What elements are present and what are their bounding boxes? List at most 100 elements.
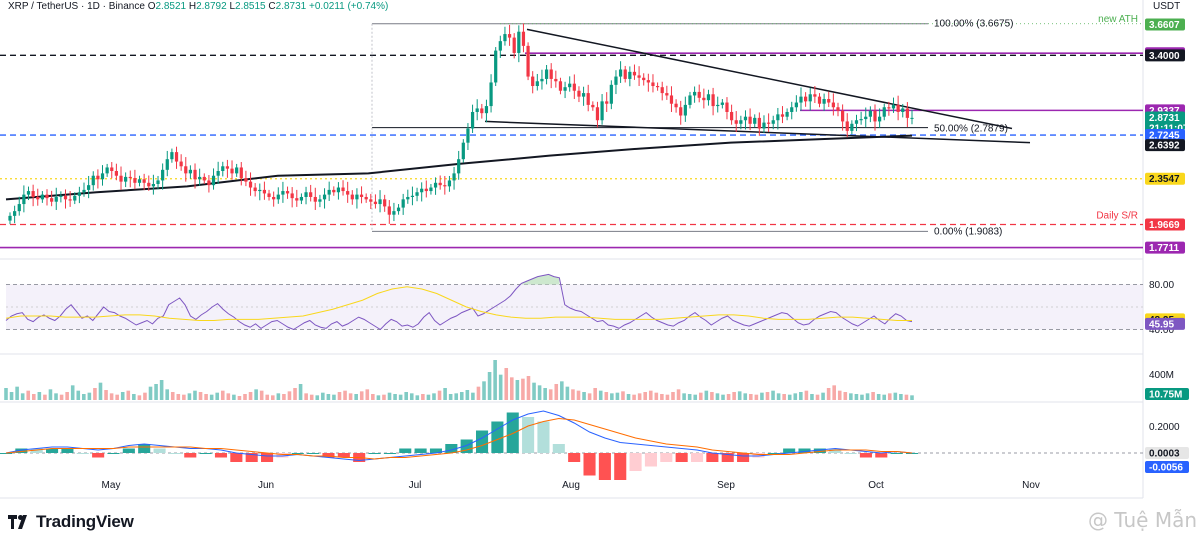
volume-bar-92 (515, 380, 520, 400)
volume-bar-20 (115, 394, 119, 400)
volume-bar-103 (576, 390, 581, 400)
candle-body-72 (341, 187, 345, 192)
volume-bar-85 (476, 386, 481, 400)
price-label-bg-8 (1145, 218, 1185, 231)
volume-bar-23 (132, 394, 136, 400)
macd-hist-15 (230, 453, 243, 462)
candle-body-158 (739, 120, 743, 124)
candle-body-19 (96, 175, 100, 180)
volume-bar-24 (137, 395, 142, 400)
candle-body-10 (54, 196, 58, 202)
candle-body-183 (854, 120, 859, 124)
volume-bar-42 (237, 396, 242, 400)
candle-body-60 (285, 191, 290, 194)
candle-body-129 (605, 101, 609, 104)
candle-body-193 (901, 108, 905, 112)
x-tick-label: Jul (409, 480, 422, 491)
macd-hist-52 (798, 448, 811, 453)
volume-bar-34 (193, 390, 197, 400)
candle-body-92 (433, 182, 438, 188)
candle-body-126 (591, 104, 595, 108)
rsi-band (6, 284, 1143, 330)
candle-body-88 (415, 192, 419, 196)
candle-body-8 (45, 194, 49, 199)
volume-value-bg (1145, 388, 1189, 400)
volume-bar-11 (65, 392, 69, 400)
macd-hist-54 (829, 448, 842, 453)
candle-body-59 (281, 191, 285, 195)
volume-bar-73 (409, 393, 414, 400)
macd-hist-21 (322, 453, 335, 458)
candle-body-75 (355, 194, 359, 200)
candle-body-174 (813, 94, 817, 97)
candle-body-96 (452, 173, 456, 181)
volume-bar-50 (282, 394, 286, 400)
candle-body-194 (905, 108, 909, 118)
volume-bar-38 (215, 392, 220, 400)
candle-body-156 (729, 111, 734, 121)
volume-bar-109 (610, 393, 614, 400)
candle-body-181 (845, 121, 849, 131)
volume-bar-159 (887, 393, 892, 400)
macd-hist-45 (690, 453, 704, 462)
candle-body-164 (766, 122, 771, 124)
candle-body-102 (480, 108, 484, 114)
change-value: +0.0211 (+0.74%) (309, 1, 389, 12)
candle-body-141 (660, 87, 664, 94)
candle-body-70 (332, 189, 336, 193)
trendline-upper (526, 28, 1013, 130)
volume-value-label: 10.75M (1149, 390, 1182, 401)
price-label-countdown: 21:11:07 (1149, 124, 1189, 135)
chart-grid (0, 0, 1144, 499)
volume-bar-91 (510, 377, 514, 400)
candle-body-130 (609, 84, 613, 104)
candle-body-95 (447, 180, 452, 187)
price-label-bg-4 (1145, 111, 1185, 134)
volume-bar-60 (337, 392, 342, 400)
tradingview-logo[interactable]: TradingView (8, 512, 134, 532)
volume-bar-35 (198, 392, 203, 400)
candle-body-3 (22, 194, 26, 205)
volume-bar-77 (432, 393, 436, 400)
rsi-value-label: 45.95 (1149, 319, 1174, 330)
macd-hist-10 (153, 448, 166, 453)
candle-body-65 (309, 192, 313, 197)
volume-bar-61 (343, 390, 347, 400)
candle-body-111 (521, 31, 526, 46)
candle-body-23 (114, 171, 119, 176)
candle-body-171 (799, 96, 803, 103)
volume-bar-110 (615, 392, 620, 400)
candle-body-89 (420, 188, 424, 193)
candle-body-137 (642, 77, 646, 81)
macd-hist-20 (307, 453, 320, 454)
volume-bar-155 (865, 393, 870, 400)
macd-hist-49 (752, 453, 765, 458)
candle-body-104 (489, 82, 493, 107)
volume-bar-154 (860, 394, 864, 400)
volume-bar-63 (354, 394, 358, 400)
candle-body-41 (198, 176, 202, 180)
volume-bar-75 (421, 394, 425, 400)
candle-body-91 (429, 187, 433, 192)
candle-body-188 (878, 116, 882, 122)
open-label: O (147, 1, 156, 12)
symbol-label[interactable]: XRP / TetherUS · 1D · Binance (8, 1, 145, 12)
macd-panel (0, 410, 1143, 480)
volume-bar-93 (521, 378, 525, 400)
annotation-label: new ATH (1098, 14, 1138, 25)
volume-bar-100 (560, 381, 564, 400)
candle-body-168 (785, 111, 789, 117)
candle-body-20 (100, 173, 105, 180)
macd-hist-47 (721, 453, 734, 462)
candle-body-144 (674, 103, 678, 108)
macd-hist-24 (368, 453, 381, 454)
volume-scale-label: 400M (1149, 370, 1174, 381)
volume-bar-71 (398, 394, 403, 400)
candle-body-1 (13, 211, 17, 216)
x-tick-label: Sep (717, 480, 735, 491)
candle-body-80 (378, 199, 382, 205)
volume-bar-67 (376, 395, 381, 400)
volume-bar-58 (326, 394, 331, 400)
volume-bar-68 (382, 394, 386, 400)
